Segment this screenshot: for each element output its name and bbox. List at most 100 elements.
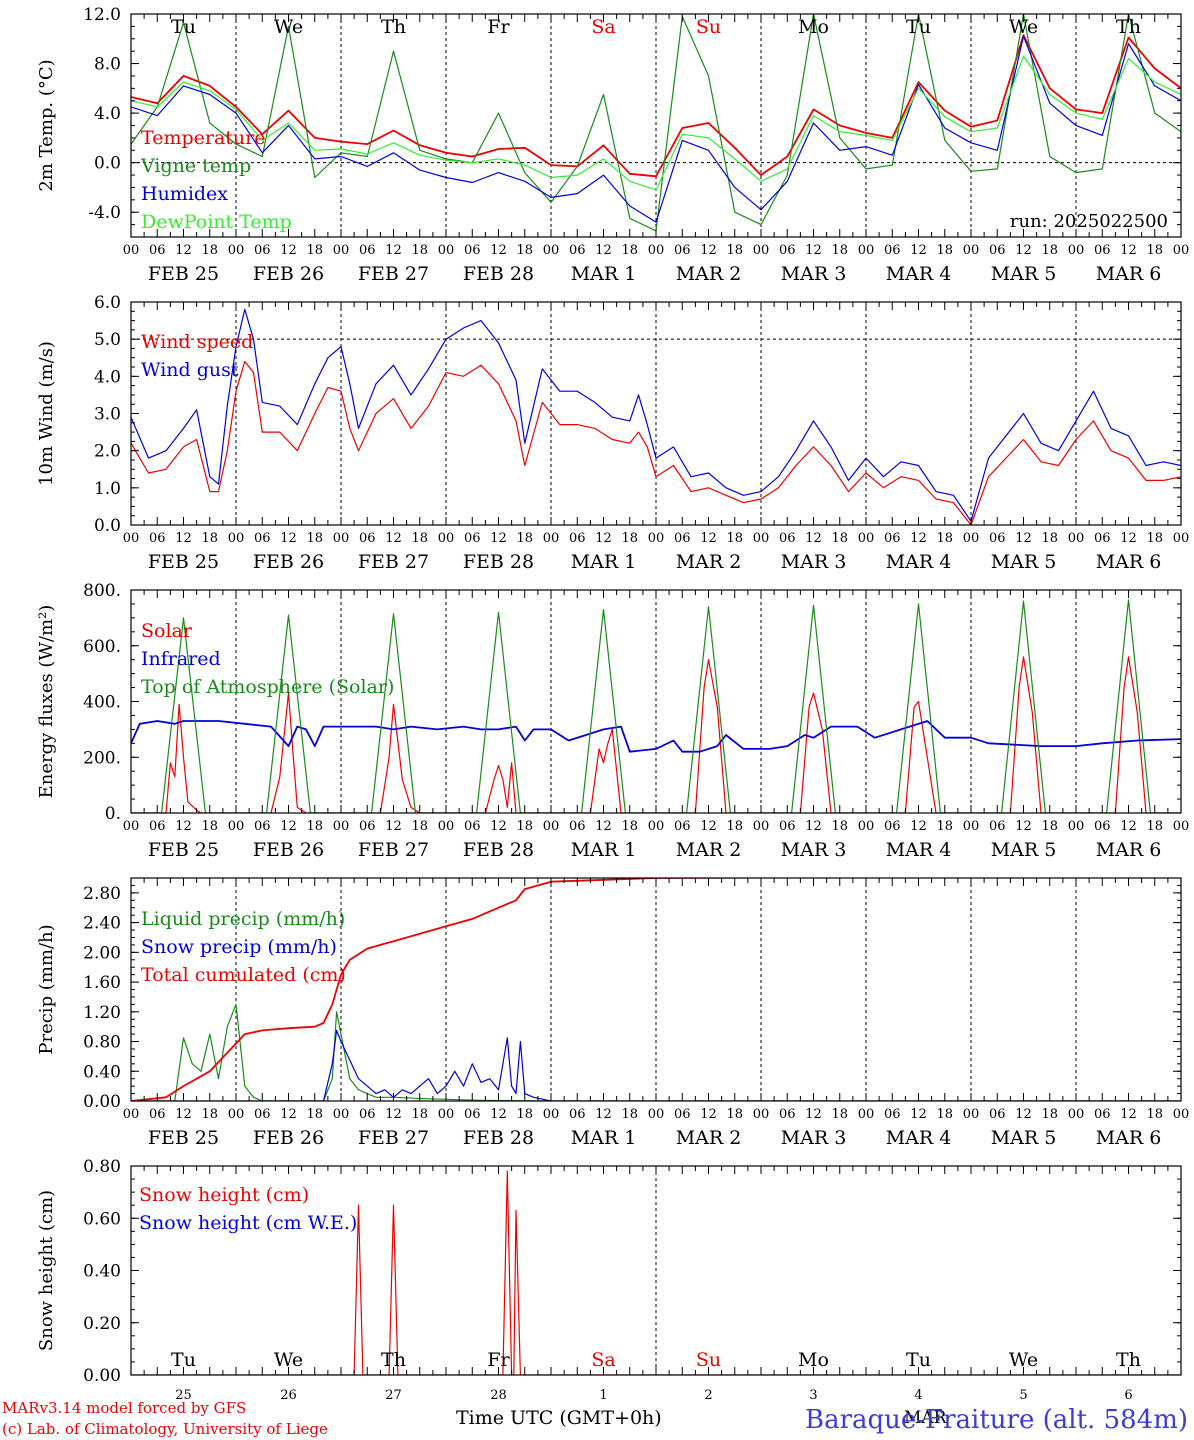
y-tick-label: 3.0 [94,405,121,425]
hour-label: 18 [516,819,533,834]
hour-label: 00 [123,819,140,834]
y-tick-label: 0.60 [83,1209,121,1229]
legend-entry: Wind gust [141,359,239,381]
legend-entry: Top of Atmosphere (Solar) [141,676,394,698]
hour-label: 00 [963,531,980,546]
series-line [131,308,1181,522]
hour-label: 06 [569,1107,586,1122]
hour-label: 18 [621,1107,638,1122]
hour-label: 12 [1015,531,1032,546]
hour-label: 12 [1015,1107,1032,1122]
x-axis-label: Time UTC (GMT+0h) [456,1407,662,1429]
day-number: 28 [490,1388,507,1403]
y-tick-label: 4.0 [94,104,121,124]
hour-label: 06 [884,1107,901,1122]
hour-label: 06 [989,243,1006,258]
hour-label: 12 [595,531,612,546]
legend-entry: Temperature [141,127,265,149]
day-name: Sa [591,1349,615,1371]
series-line [131,1003,1181,1101]
hour-label: 18 [621,243,638,258]
y-axis-label: Energy fluxes (W/m²) [36,605,57,799]
legend-entry: DewPoint Temp [141,211,292,233]
hour-label: 00 [543,243,560,258]
hour-label: 00 [333,1107,350,1122]
plot-frame [130,589,1182,814]
hour-label: 06 [359,243,376,258]
y-tick-label: 2.00 [83,943,121,963]
hour-label: 12 [175,1107,192,1122]
hour-label: 12 [1015,243,1032,258]
day-number: 25 [175,1388,192,1403]
hour-label: 00 [438,243,455,258]
y-tick-label: 0.0 [94,516,121,536]
hour-label: 00 [753,1107,770,1122]
y-tick-label: 4.0 [94,367,121,387]
hour-label: 06 [674,531,691,546]
day-name: We [274,1349,303,1371]
hour-label: 00 [1173,1107,1190,1122]
hour-label: 00 [228,1107,245,1122]
y-tick-label: 8.0 [94,55,121,75]
date-label: MAR 2 [676,551,742,573]
hour-label: 12 [1015,819,1032,834]
legend-entry: Total cumulated (cm) [141,964,346,986]
date-label: FEB 28 [463,1127,534,1149]
series-line [131,1029,1181,1101]
y-tick-label: 0.40 [83,1262,121,1282]
date-label: MAR 6 [1096,551,1162,573]
hour-label: 12 [595,819,612,834]
hour-label: 12 [490,1107,507,1122]
hour-label: 18 [1146,243,1163,258]
legend-entry: Solar [141,620,193,642]
series-line [131,35,1181,223]
series-line [131,1170,1181,1375]
hour-label: 12 [385,819,402,834]
hour-label: 00 [1068,1107,1085,1122]
hour-label: 18 [621,819,638,834]
date-label: MAR 2 [676,839,742,861]
hour-label: 00 [438,819,455,834]
y-tick-label: 0.40 [83,1062,121,1082]
hour-label: 12 [175,243,192,258]
hour-label: 00 [648,1107,665,1122]
legend-entry: Snow height (cm W.E.) [139,1212,357,1234]
hour-label: 06 [464,1107,481,1122]
hour-label: 00 [123,1107,140,1122]
series-group [131,308,1181,525]
hour-label: 06 [779,1107,796,1122]
day-name: Fr [487,1349,510,1371]
day-name: Th [381,16,406,38]
y-tick-label: 2.40 [83,914,121,934]
hour-label: 18 [1146,531,1163,546]
hour-label: 00 [1173,819,1190,834]
hour-label: 18 [1041,243,1058,258]
date-label: MAR 6 [1096,839,1162,861]
hour-label: 18 [726,531,743,546]
date-label: FEB 28 [463,263,534,285]
hour-label: 18 [201,1107,218,1122]
date-label: MAR 5 [991,263,1057,285]
y-tick-label: 12.0 [83,5,121,25]
hour-label: 12 [700,1107,717,1122]
hour-label: 00 [753,531,770,546]
footer-copyright: (c) Lab. of Climatology, University of L… [2,1420,328,1438]
day-name: Mo [798,16,829,38]
date-label: MAR 3 [781,1127,847,1149]
hour-label: 00 [858,243,875,258]
hour-label: 12 [910,243,927,258]
hour-label: 00 [438,531,455,546]
hour-label: 12 [910,531,927,546]
y-tick-label: 1.60 [83,973,121,993]
hour-label: 06 [1094,1107,1111,1122]
date-label: FEB 26 [253,263,324,285]
hour-label: 12 [385,531,402,546]
hour-label: 18 [726,819,743,834]
hour-label: 12 [385,1107,402,1122]
y-tick-label: 400. [83,693,121,713]
hour-label: 00 [543,1107,560,1122]
hour-label: 00 [543,531,560,546]
y-axis-label: Snow height (cm) [36,1190,57,1351]
series-group [131,1170,1181,1375]
